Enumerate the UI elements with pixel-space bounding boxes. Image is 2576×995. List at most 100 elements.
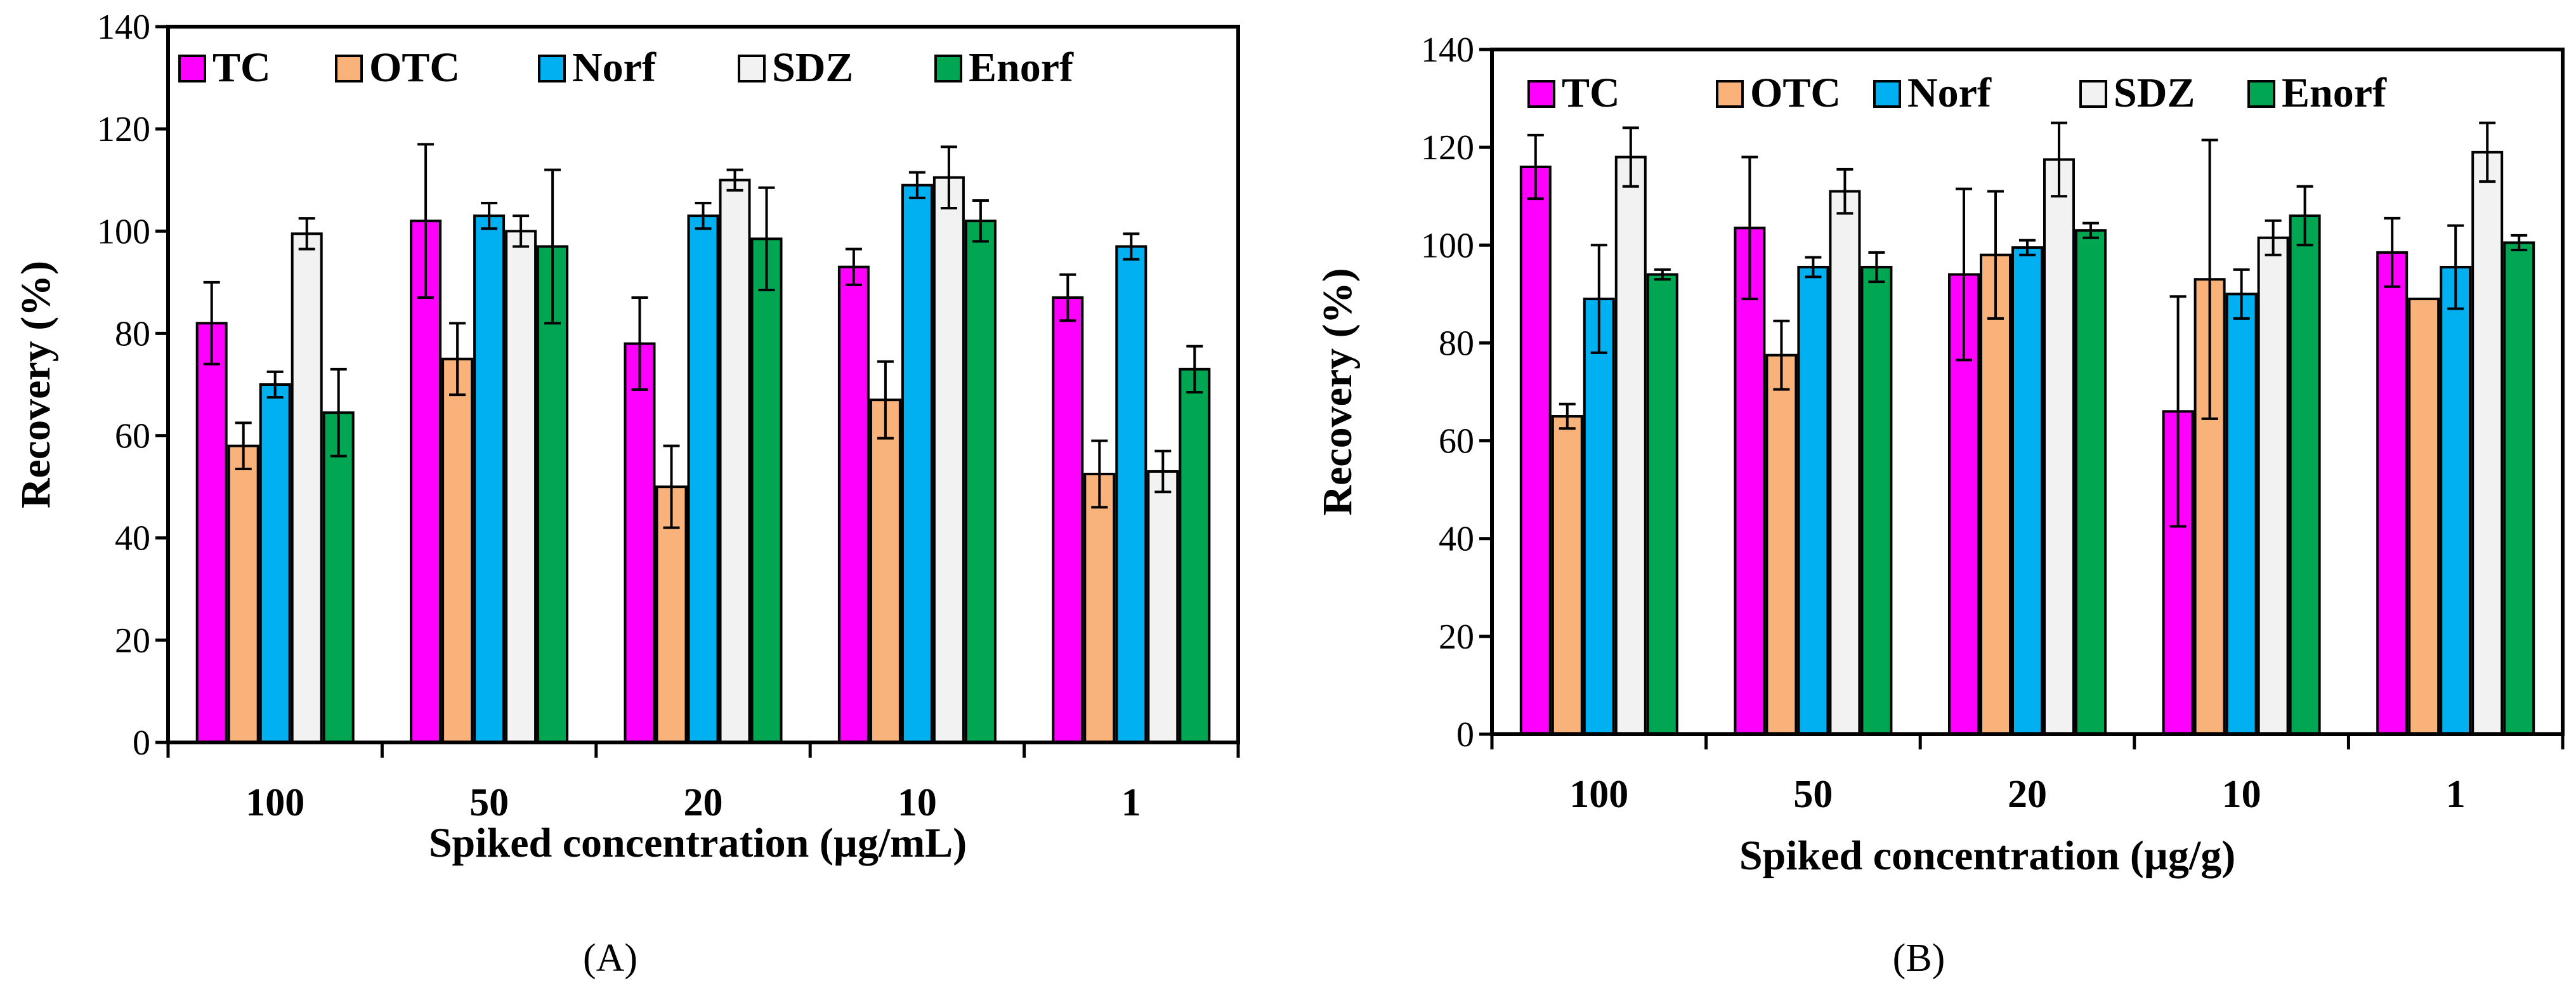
y-tick-label-60: 60 [115, 417, 150, 456]
bar-tc-50 [1734, 227, 1766, 735]
bar-tc-100 [195, 322, 228, 744]
y-tick-label-140: 140 [97, 8, 150, 47]
x-tick-label-20: 20 [684, 781, 723, 824]
legend-swatch-tc [178, 55, 206, 82]
x-tick-label-50: 50 [1793, 773, 1833, 816]
bar-sdz-50 [505, 230, 537, 744]
legend-label-enorf: Enorf [969, 44, 1074, 91]
bar-enorf-100 [1646, 273, 1678, 735]
bar-otc-50 [441, 357, 474, 744]
bar-norf-100 [1583, 298, 1615, 736]
panel-a: 0 20 40 60 80 100 120 140 100 50 20 10 1 Spiked conce… [13, 8, 1240, 980]
bar-otc-1 [1083, 473, 1116, 744]
y-tick-label-0: 0 [133, 723, 150, 763]
legend-swatch-sdz [2079, 80, 2107, 108]
bar-enorf-50 [537, 245, 569, 744]
x-tick-label-20: 20 [2008, 773, 2047, 816]
bar-tc-10 [837, 265, 870, 744]
bar-otc-100 [1551, 415, 1583, 735]
bar-tc-100 [1519, 165, 1552, 735]
bar-sdz-100 [1614, 155, 1647, 736]
plot-frame [1490, 48, 2565, 736]
y-tick-label-120: 120 [97, 110, 150, 149]
y-tick-label-20: 20 [1439, 617, 1474, 657]
x-tick-label-100: 100 [245, 781, 304, 824]
bar-norf-1 [2440, 265, 2472, 736]
y-tick-label-80: 80 [115, 314, 150, 353]
legend-swatch-enorf [934, 55, 962, 82]
y-tick-label-60: 60 [1439, 422, 1474, 461]
bar-otc-10 [869, 399, 901, 744]
y-tick-label-20: 20 [115, 621, 150, 661]
x-tick-label-100: 100 [1569, 773, 1628, 816]
legend-label-tc: TC [1562, 70, 1620, 116]
bar-norf-10 [901, 183, 933, 744]
legend-swatch-otc [335, 55, 363, 82]
y-tick-label-100: 100 [97, 212, 150, 251]
y-tick-label-120: 120 [1421, 128, 1474, 168]
panel-b: 0 20 40 60 80 100 120 140 100 50 20 10 1 Spiked conce… [1314, 30, 2565, 980]
x-tick-label-10: 10 [2222, 773, 2261, 816]
bar-norf-20 [687, 214, 719, 744]
y-tick-label-0: 0 [1456, 715, 1474, 754]
legend-label-sdz: SDZ [772, 44, 853, 91]
y-axis-title: Recovery (%) [13, 261, 59, 508]
bar-tc-1 [2376, 251, 2409, 735]
bar-otc-1 [2408, 298, 2440, 736]
legend-label-norf: Norf [572, 44, 657, 91]
legend-swatch-norf [1873, 80, 1901, 108]
bar-tc-1 [1052, 296, 1084, 744]
bar-norf-20 [2011, 246, 2043, 735]
y-tick-label-40: 40 [115, 519, 150, 558]
bar-enorf-10 [2289, 214, 2321, 735]
legend-swatch-norf [538, 55, 566, 82]
bar-otc-100 [227, 444, 259, 744]
bar-otc-50 [1765, 353, 1798, 735]
bar-sdz-20 [2043, 158, 2075, 736]
bar-norf-100 [259, 383, 291, 744]
x-tick-label-10: 10 [898, 781, 937, 824]
legend-label-enorf: Enorf [2282, 70, 2387, 116]
x-tick-label-50: 50 [469, 781, 509, 824]
bar-norf-10 [2225, 293, 2258, 736]
y-tick-label-100: 100 [1421, 226, 1474, 265]
bar-enorf-1 [1179, 367, 1211, 744]
bar-sdz-10 [932, 176, 965, 744]
x-axis-title: Spiked concentration (µg/mL) [429, 820, 967, 866]
bar-norf-1 [1115, 245, 1147, 744]
bar-enorf-100 [322, 411, 355, 744]
bar-norf-50 [473, 214, 506, 744]
legend-swatch-sdz [738, 55, 766, 82]
bar-enorf-1 [2503, 241, 2535, 735]
y-tick-label-40: 40 [1439, 520, 1474, 559]
bar-enorf-20 [2075, 229, 2107, 735]
panel-label: (A) [583, 937, 637, 980]
legend-swatch-tc [1527, 80, 1555, 108]
bar-sdz-1 [1147, 470, 1179, 744]
x-tick-label-1: 1 [2446, 773, 2466, 816]
bar-sdz-50 [1829, 190, 1861, 735]
bar-enorf-20 [750, 237, 783, 744]
bar-sdz-20 [719, 178, 751, 744]
bar-enorf-50 [1860, 265, 1893, 736]
y-tick-label-80: 80 [1439, 324, 1474, 363]
legend-swatch-enorf [2247, 80, 2275, 108]
legend-swatch-otc [1716, 80, 1744, 108]
bar-sdz-10 [2257, 236, 2289, 736]
bar-sdz-1 [2471, 150, 2504, 736]
legend-label-norf: Norf [1907, 70, 1992, 116]
x-tick-label-1: 1 [1121, 781, 1141, 824]
legend-label-sdz: SDZ [2114, 70, 2195, 116]
bar-tc-50 [410, 220, 442, 744]
bar-tc-20 [624, 342, 656, 744]
panel-label: (B) [1893, 937, 1945, 980]
y-axis-title: Recovery (%) [1314, 268, 1361, 515]
x-axis-title: Spiked concentration (µg/g) [1739, 833, 2235, 879]
legend-label-otc: OTC [1750, 70, 1841, 116]
bar-sdz-100 [291, 232, 323, 744]
bar-norf-50 [1797, 265, 1829, 736]
bar-enorf-10 [964, 220, 997, 744]
legend-label-otc: OTC [369, 44, 460, 91]
plot-frame [166, 25, 1240, 744]
